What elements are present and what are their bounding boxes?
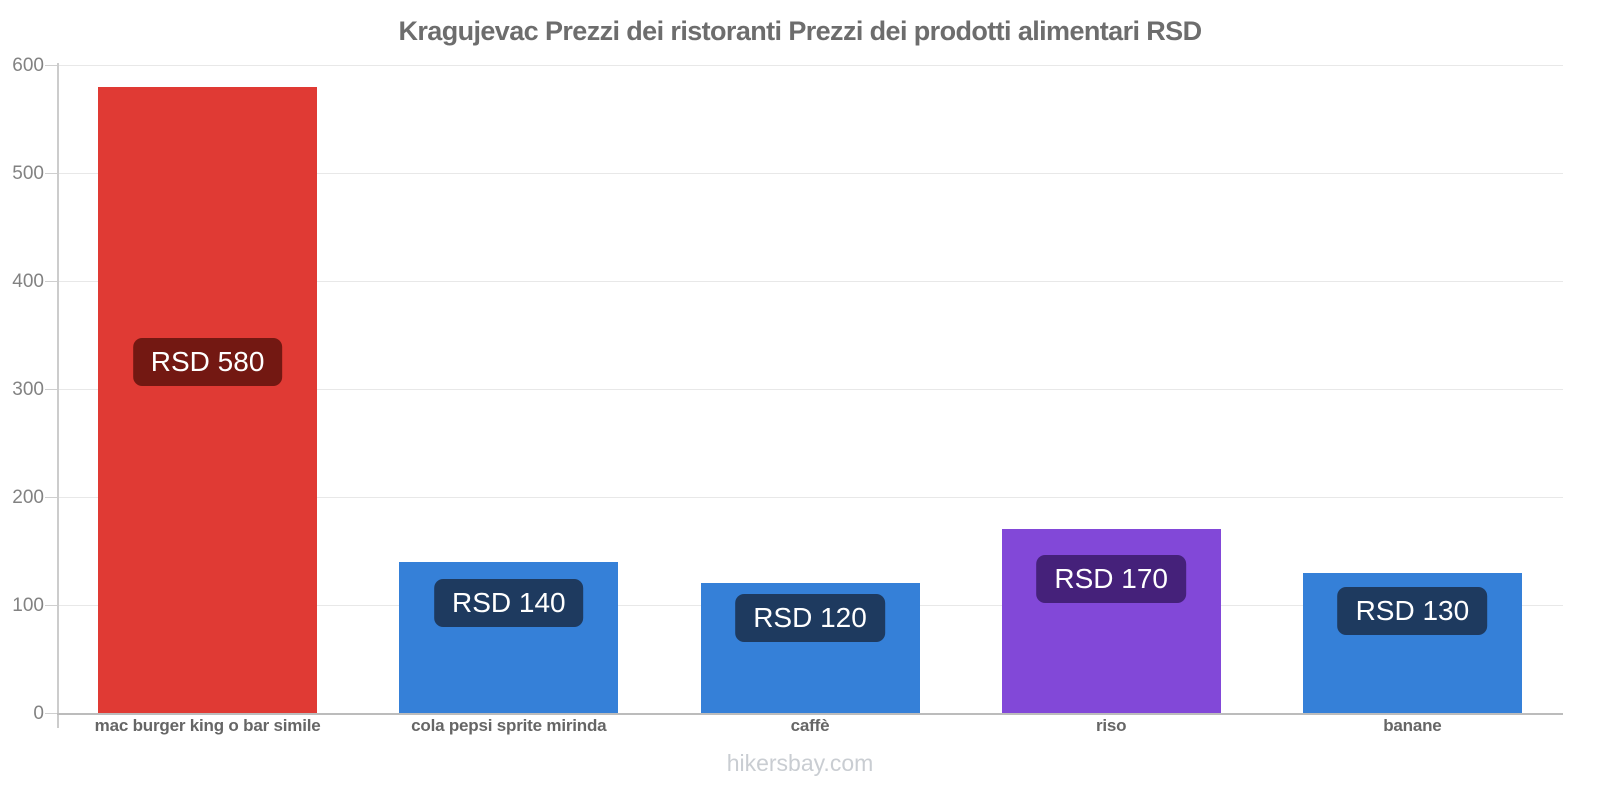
y-axis-tick-label: 400	[12, 271, 44, 292]
y-axis-tick	[45, 605, 57, 606]
bar[interactable]: RSD 580	[98, 86, 318, 713]
bar-value-label: RSD 170	[1036, 554, 1186, 603]
bar[interactable]: RSD 170	[1001, 529, 1221, 713]
y-axis-tick-label: 100	[12, 595, 44, 616]
x-axis-label: caffè	[790, 716, 830, 735]
y-axis-tick	[45, 389, 57, 390]
x-axis-label: banane	[1383, 716, 1442, 735]
grid-line	[57, 497, 1563, 498]
grid-line	[57, 389, 1563, 390]
bar-value-label: RSD 130	[1337, 586, 1488, 635]
bar[interactable]: RSD 130	[1302, 572, 1522, 713]
y-axis-tick	[45, 497, 57, 498]
y-axis-line	[57, 63, 59, 728]
chart-title: Kragujevac Prezzi dei ristoranti Prezzi …	[398, 16, 1202, 46]
bar[interactable]: RSD 120	[700, 583, 920, 713]
y-axis-tick	[45, 65, 57, 66]
y-axis-tick-label: 600	[12, 55, 44, 76]
bar[interactable]: RSD 140	[399, 561, 619, 713]
grid-line	[57, 281, 1563, 282]
x-axis-label: mac burger king o bar simile	[94, 716, 321, 735]
y-axis-tick-label: 200	[12, 487, 44, 508]
y-axis-tick	[45, 281, 57, 282]
y-axis-tick	[45, 173, 57, 174]
y-axis-tick	[45, 713, 57, 714]
watermark-text: hikersbay.com	[726, 750, 874, 776]
x-axis-label: riso	[1095, 716, 1127, 735]
grid-line	[57, 65, 1563, 66]
y-axis-tick-label: 0	[33, 703, 44, 724]
y-axis-tick-label: 300	[12, 379, 44, 400]
y-axis-tick-label: 500	[12, 163, 44, 184]
x-axis-label: cola pepsi sprite mirinda	[411, 716, 607, 735]
bar-value-label: RSD 580	[132, 338, 283, 387]
x-axis-baseline	[57, 713, 1563, 715]
grid-line	[57, 173, 1563, 174]
bar-value-label: RSD 120	[735, 594, 885, 643]
bar-value-label: RSD 140	[433, 578, 584, 627]
